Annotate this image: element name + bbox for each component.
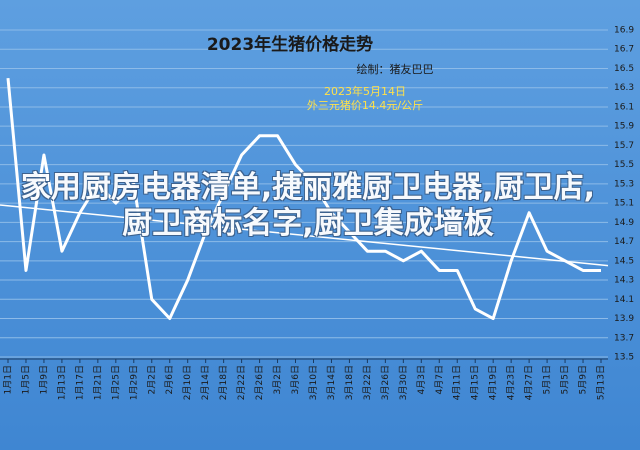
x-tick-label: 1月9日 [38, 365, 49, 394]
y-tick-label: 14.1 [614, 295, 634, 305]
x-tick-label: 3月14日 [326, 365, 337, 400]
trend-line [0, 204, 609, 267]
x-tick-label: 5月9日 [578, 365, 589, 394]
x-tick-label: 5月13日 [596, 365, 607, 400]
x-tick-label: 4月23日 [506, 365, 517, 400]
y-tick-label: 16.3 [614, 83, 634, 93]
chart-title: 2023年生猪价格走势 [207, 34, 373, 55]
x-tick-label: 2月18日 [218, 365, 229, 400]
x-tick-label: 4月3日 [416, 365, 427, 394]
x-tick-label: 3月22日 [362, 365, 373, 400]
x-tick-label: 1月29日 [128, 365, 139, 400]
x-tick-label: 1月1日 [3, 365, 14, 394]
y-tick-label: 15.9 [614, 122, 634, 132]
x-tick-label: 4月7日 [434, 365, 445, 394]
x-tick-label: 3月10日 [308, 365, 319, 400]
x-tick-label: 2月10日 [182, 365, 193, 400]
x-tick-label: 2月26日 [254, 365, 265, 400]
y-tick-label: 13.7 [614, 333, 634, 343]
x-tick-label: 2月6日 [164, 365, 175, 394]
y-tick-label: 14.7 [614, 237, 634, 247]
y-tick-label: 15.5 [614, 160, 634, 170]
x-tick-label: 3月18日 [344, 365, 355, 400]
x-tick-label: 3月2日 [272, 365, 283, 394]
x-tick-label: 2月14日 [200, 365, 211, 400]
x-tick-label: 2月2日 [146, 365, 157, 394]
x-tick-label: 4月11日 [452, 365, 463, 400]
y-tick-label: 14.5 [614, 256, 634, 266]
annotation: 2023年5月14日 [324, 84, 406, 98]
x-tick-label: 4月15日 [470, 365, 481, 400]
y-tick-label: 14.9 [614, 218, 634, 228]
x-tick-label: 1月21日 [92, 365, 103, 400]
x-tick-label: 4月19日 [488, 365, 499, 400]
x-tick-label: 5月5日 [560, 365, 571, 394]
x-tick-label: 2月22日 [236, 365, 247, 400]
subtitle: 绘制：猪友巴巴 [357, 62, 434, 76]
line-series [6, 77, 601, 321]
y-tick-label: 15.3 [614, 179, 634, 189]
overlay-text: 家用厨房电器清单,捷丽雅厨卫电器,厨卫店,厨卫商标名字,厨卫集成墙板 [20, 170, 596, 241]
y-tick-label: 15.1 [614, 199, 634, 209]
y-tick-label: 14.3 [614, 276, 634, 286]
y-tick-label: 13.5 [614, 353, 634, 363]
x-tick-label: 1月25日 [110, 365, 121, 400]
annotation: 外三元猪价14.4元/公斤 [307, 99, 423, 112]
x-tick-label: 3月30日 [398, 365, 409, 400]
y-tick-label: 16.5 [614, 64, 634, 74]
x-tick-label: 3月6日 [290, 365, 301, 394]
y-tick-label: 16.9 [614, 26, 634, 36]
x-tick-label: 1月5日 [20, 365, 31, 394]
x-tick-label: 1月17日 [74, 365, 85, 400]
y-tick-label: 16.1 [614, 102, 634, 112]
x-tick-label: 4月27日 [524, 365, 535, 400]
x-tick-label: 1月13日 [56, 365, 67, 400]
y-tick-label: 15.7 [614, 141, 634, 151]
y-tick-label: 13.9 [614, 314, 634, 324]
x-tick-label: 5月1日 [542, 365, 553, 394]
x-tick-label: 3月26日 [380, 365, 391, 400]
y-tick-label: 16.7 [614, 45, 634, 55]
